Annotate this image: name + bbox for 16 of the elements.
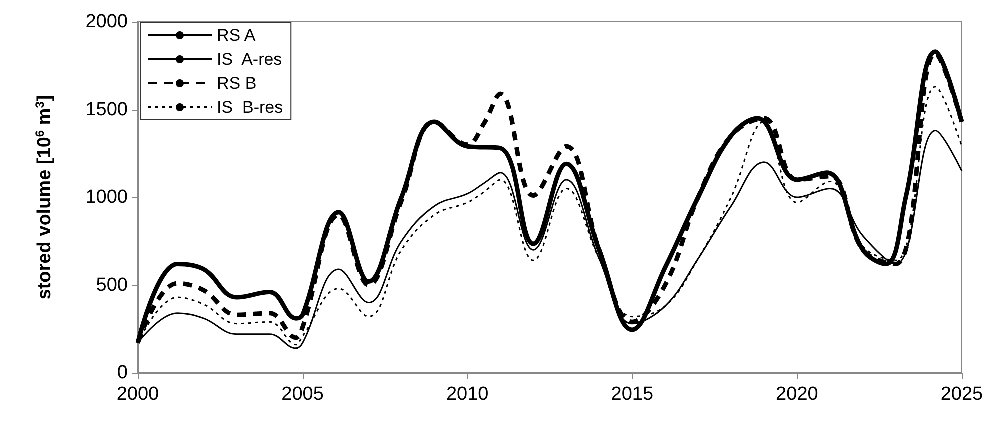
x-tick-label: 2025 xyxy=(940,384,984,405)
legend-label: RS A xyxy=(217,26,256,45)
y-tick-label: 0 xyxy=(117,362,128,384)
y-tick-label: 1500 xyxy=(86,99,128,120)
y-tick-label: 2000 xyxy=(86,12,128,32)
y-tick-label: 1000 xyxy=(86,187,128,208)
legend-label: IS A-res xyxy=(217,50,282,69)
x-tick-label: 2010 xyxy=(446,384,489,405)
legend-label: RS B xyxy=(217,74,257,93)
y-axis-title: stored volume [106 m3] xyxy=(33,95,56,300)
x-tick-label: 2015 xyxy=(611,384,654,405)
x-tick-label: 2005 xyxy=(282,384,324,405)
x-tick-label: 2020 xyxy=(776,384,818,405)
x-tick-label: 2000 xyxy=(116,384,160,405)
legend-label: IS B-res xyxy=(217,98,284,117)
y-tick-label: 500 xyxy=(96,274,128,296)
